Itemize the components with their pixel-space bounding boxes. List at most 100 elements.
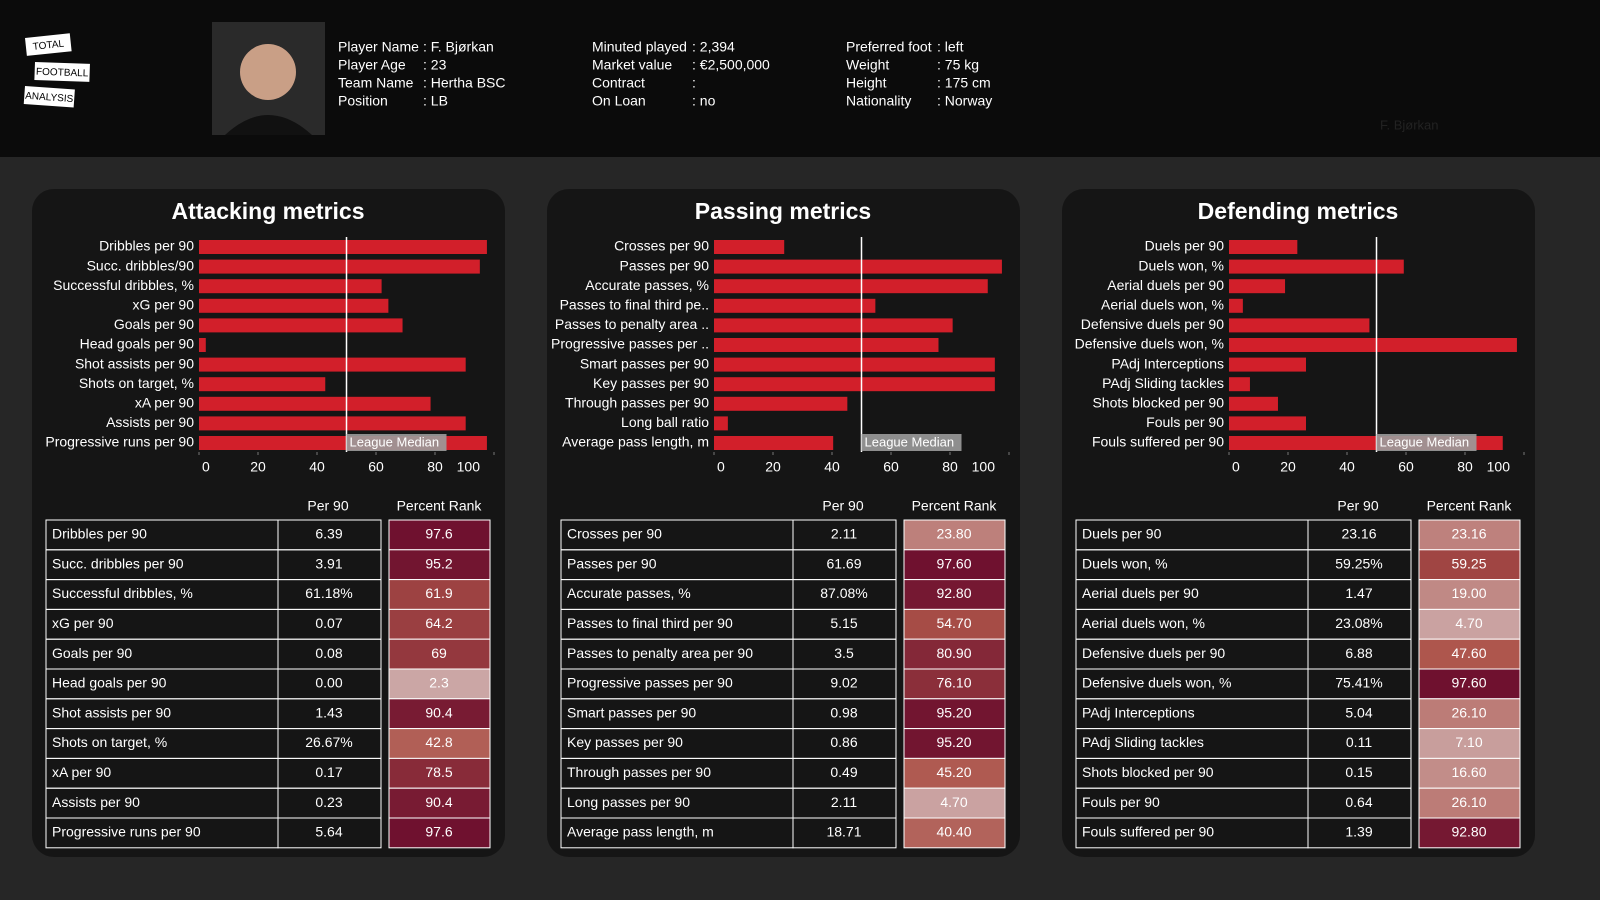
bar-label: Aerial duels won, % — [1101, 297, 1224, 313]
info-value: : left — [937, 39, 964, 55]
bar-label: Dribbles per 90 — [99, 238, 194, 254]
row-label: Dribbles per 90 — [52, 526, 147, 542]
bar-label: xG per 90 — [133, 297, 195, 313]
rank-cell — [1418, 579, 1521, 610]
rank-value: 97.60 — [936, 555, 971, 571]
median-label: League Median — [865, 434, 955, 449]
row-label: Average pass length, m — [567, 824, 714, 840]
logo-text: ANALYSIS — [25, 91, 74, 105]
bar-label: Smart passes per 90 — [580, 355, 709, 371]
bar — [714, 318, 953, 333]
bar-label: PAdj Sliding tackles — [1102, 375, 1224, 391]
per90-value: 0.49 — [830, 764, 857, 780]
bar-label: Duels per 90 — [1145, 238, 1225, 254]
per90-value: 87.08% — [820, 585, 867, 601]
per90-value: 1.47 — [1345, 585, 1372, 601]
rank-cell — [388, 608, 491, 640]
x-tick-label: 0 — [717, 459, 725, 475]
rank-cell — [903, 787, 1006, 819]
bar — [714, 259, 1002, 274]
x-tick-label: 20 — [1280, 459, 1296, 475]
bar — [714, 396, 848, 411]
bar — [714, 338, 939, 352]
rank-cell — [388, 817, 491, 849]
bar — [1229, 279, 1286, 294]
rank-cell — [1418, 787, 1521, 819]
per90-value: 0.64 — [1345, 794, 1372, 810]
x-tick-label: 20 — [250, 459, 266, 475]
x-tick-label: 80 — [942, 459, 958, 475]
bar — [714, 298, 876, 313]
bar-label: Goals per 90 — [114, 316, 194, 332]
info-value: : €2,500,000 — [692, 57, 770, 73]
info-value: : 175 cm — [937, 75, 991, 91]
x-tick-label: 40 — [1339, 459, 1355, 475]
rank-value: 80.90 — [936, 645, 971, 661]
bar — [1229, 338, 1517, 352]
info-value: : F. Bjørkan — [423, 39, 494, 55]
row-label: Defensive duels won, % — [1082, 675, 1231, 691]
info-value: : LB — [423, 93, 448, 109]
rank-value: 23.80 — [936, 526, 971, 542]
bar-label: Key passes per 90 — [593, 375, 709, 391]
table-header: Per 90 — [307, 498, 348, 514]
bar-label: Crosses per 90 — [614, 238, 709, 254]
per90-value: 0.11 — [1346, 734, 1372, 750]
row-label: Key passes per 90 — [567, 734, 683, 750]
bar — [1229, 318, 1370, 333]
rank-cell — [1418, 549, 1521, 581]
panel — [1062, 189, 1535, 857]
table-header: Per 90 — [1337, 498, 1378, 514]
panel-title: Attacking metrics — [171, 198, 364, 224]
bar-label: Aerial duels per 90 — [1107, 277, 1224, 293]
bar-label: Passes to final third pe.. — [560, 297, 709, 313]
rank-value: 19.00 — [1451, 585, 1486, 601]
info-value: : Norway — [937, 93, 992, 109]
rank-value: 97.6 — [425, 526, 452, 542]
row-label: Shots blocked per 90 — [1082, 764, 1214, 780]
rank-value: 95.20 — [936, 734, 971, 750]
per90-value: 1.43 — [315, 704, 342, 720]
per90-value: 0.86 — [830, 734, 857, 750]
bar-label: Fouls suffered per 90 — [1092, 434, 1224, 450]
info-value: : Hertha BSC — [423, 75, 505, 91]
rank-cell — [1418, 817, 1521, 849]
bar — [714, 240, 785, 254]
bar-label: PAdj Interceptions — [1111, 355, 1224, 371]
rank-value: 4.70 — [940, 794, 967, 810]
rank-value: 64.2 — [425, 615, 452, 631]
panel — [32, 189, 505, 857]
row-label: Accurate passes, % — [567, 585, 691, 601]
row-label: Assists per 90 — [52, 794, 140, 810]
bar-label: Progressive passes per .. — [551, 336, 709, 352]
bar — [714, 279, 988, 294]
rank-cell — [903, 519, 1006, 551]
x-tick-label: 100 — [457, 459, 481, 475]
row-label: PAdj Interceptions — [1082, 704, 1195, 720]
bar-label: Succ. dribbles/90 — [87, 257, 195, 273]
rank-cell — [1418, 519, 1521, 551]
bar — [1229, 298, 1243, 313]
x-tick-label: 100 — [1487, 459, 1511, 475]
bar-label: Accurate passes, % — [585, 277, 709, 293]
rank-cell — [903, 549, 1006, 581]
bar-label: Fouls per 90 — [1146, 414, 1224, 430]
bar-label: Head goals per 90 — [80, 336, 195, 352]
info-value: : 23 — [423, 57, 447, 73]
median-label: League Median — [350, 434, 440, 449]
rank-value: 76.10 — [936, 675, 971, 691]
table-header: Per 90 — [822, 498, 863, 514]
per90-value: 1.39 — [1345, 824, 1372, 840]
rank-cell — [903, 668, 1006, 700]
per90-value: 5.15 — [830, 615, 857, 631]
per90-value: 0.98 — [830, 704, 857, 720]
logo-text: FOOTBALL — [36, 67, 89, 80]
rank-value: 45.20 — [936, 764, 971, 780]
rank-value: 4.70 — [1455, 615, 1482, 631]
rank-value: 78.5 — [425, 764, 452, 780]
table-cell — [277, 817, 382, 849]
info-label: Nationality — [846, 93, 911, 109]
per90-value: 18.71 — [826, 824, 861, 840]
per90-value: 59.25% — [1335, 555, 1382, 571]
bar — [1229, 259, 1404, 274]
